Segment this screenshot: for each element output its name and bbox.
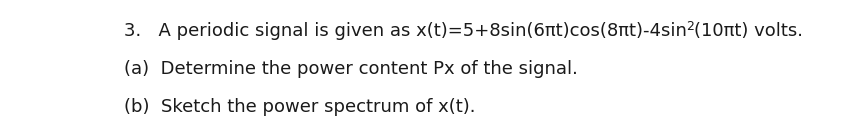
- Text: (a)  Determine the power content Px of the signal.: (a) Determine the power content Px of th…: [124, 60, 577, 78]
- Text: (b)  Sketch the power spectrum of x(t).: (b) Sketch the power spectrum of x(t).: [124, 98, 475, 116]
- Text: 3.   A periodic signal is given as x(t)=5+8sin(6πt)cos(8πt)-4sin: 3. A periodic signal is given as x(t)=5+…: [124, 22, 686, 40]
- Text: (10πt) volts.: (10πt) volts.: [695, 22, 803, 40]
- Text: 2: 2: [686, 20, 695, 33]
